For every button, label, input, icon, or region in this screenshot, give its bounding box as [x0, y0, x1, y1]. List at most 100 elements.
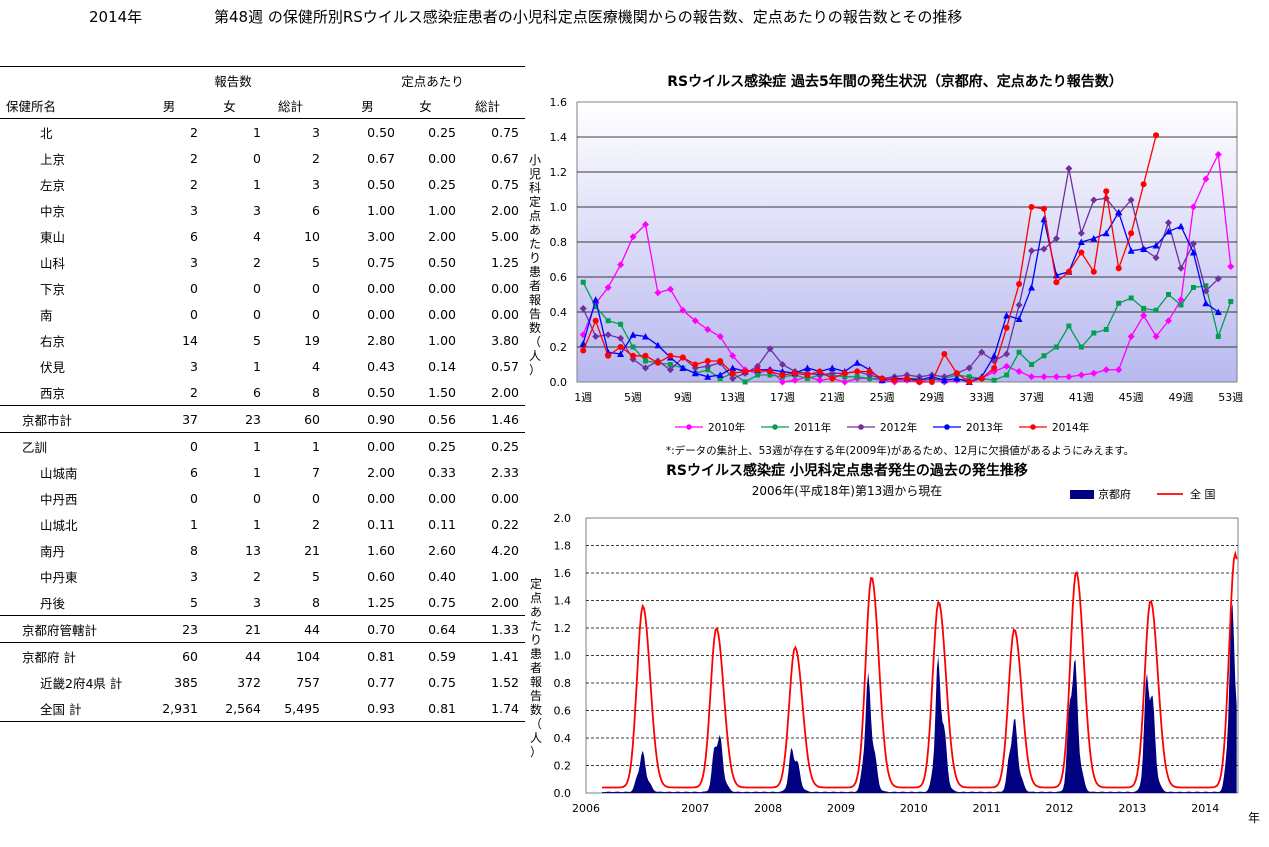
y-axis-label-char: 科: [529, 181, 541, 195]
data-point: [604, 284, 612, 291]
table-row: 丹後 5 3 8 1.25 0.75 2.00: [0, 589, 525, 616]
data-point: [679, 354, 686, 361]
data-point: [579, 305, 587, 312]
data-point: [1028, 204, 1035, 210]
data-point: [1102, 366, 1110, 374]
data-point: [1065, 373, 1073, 381]
cell-pm: 1.25: [367, 594, 395, 610]
group-per-sentinel-header: 定点あたり: [340, 66, 525, 93]
cell-pm: 0.00: [367, 280, 395, 296]
group-reports-header: 報告数: [140, 66, 326, 93]
data-point: [829, 375, 836, 382]
data-point: [854, 368, 861, 375]
y-tick-label: 0.2: [554, 760, 572, 773]
data-point: [791, 376, 799, 384]
data-point: [691, 317, 699, 325]
data-point: [729, 375, 737, 382]
data-point: [1128, 230, 1135, 237]
cell-f: 3: [253, 594, 261, 610]
y-axis-label-char: 患: [530, 647, 542, 661]
data-point: [1004, 372, 1010, 378]
data-point: [1115, 265, 1122, 272]
cell-pt: 0.22: [491, 516, 519, 532]
data-point: [1152, 254, 1160, 262]
data-point: [953, 370, 960, 377]
cell-name: 西京: [40, 385, 66, 401]
y-axis-label-char: た: [530, 619, 542, 633]
cell-pf: 0.00: [428, 490, 456, 506]
table-row: 西京 2 6 8 0.50 1.50 2.00: [0, 379, 525, 406]
data-point: [1165, 317, 1173, 325]
series-area-kyoto: [602, 603, 1237, 793]
data-point: [641, 221, 649, 228]
data-point: [629, 233, 637, 241]
data-point: [1190, 285, 1196, 290]
table-row: 中京 3 3 6 1.00 1.00 2.00: [0, 197, 525, 223]
y-axis-label-char: 人: [529, 349, 541, 363]
data-point: [1053, 279, 1060, 286]
table-group-header: 報告数 定点あたり: [0, 66, 525, 93]
cell-pt: 0.75: [491, 124, 519, 140]
cell-pt: 2.00: [491, 384, 519, 400]
cell-pf: 0.75: [428, 674, 456, 690]
data-point: [716, 333, 724, 340]
cell-f: 1: [253, 124, 261, 140]
data-point: [1040, 373, 1048, 381]
y-tick-label: 1.6: [550, 96, 568, 109]
table-row: 山城北 1 1 2 0.11 0.11 0.22: [0, 511, 525, 537]
y-axis-label-char: 定: [529, 194, 541, 209]
legend-label: 2012年: [880, 421, 917, 434]
y-axis-label-char: （: [530, 717, 542, 731]
legend-marker: [858, 424, 864, 430]
data-point: [1189, 240, 1197, 248]
data-point: [1215, 334, 1221, 339]
y-axis-label-char: 数: [529, 320, 541, 335]
cell-t: 8: [312, 384, 320, 400]
data-point: [816, 376, 824, 384]
cell-pf: 0.50: [428, 254, 456, 270]
table-row: 右京 14 5 19 2.80 1.00 3.80: [0, 327, 525, 353]
x-tick-label: 49週: [1168, 391, 1193, 404]
y-axis-label-char: 告: [529, 307, 541, 321]
cell-f: 1: [253, 176, 261, 192]
col-total-header: 総計: [261, 93, 326, 119]
table-row: 上京 2 0 2 0.67 0.00 0.67: [0, 145, 525, 171]
cell-pm: 1.00: [367, 202, 395, 218]
cell-t: 21: [304, 542, 320, 558]
cell-pm: 0.90: [340, 405, 395, 433]
x-tick-label: 53週: [1218, 391, 1243, 404]
cell-m: 3: [190, 202, 198, 218]
cell-m: 14: [182, 332, 198, 348]
data-point: [717, 376, 723, 381]
x-tick-label: 25週: [870, 391, 895, 404]
data-point: [654, 359, 661, 366]
data-point: [580, 347, 587, 354]
cell-t: 0: [312, 280, 320, 296]
cell-pf: 0.25: [428, 176, 456, 192]
data-point: [1177, 264, 1185, 272]
data-point: [579, 331, 587, 339]
x-tick-label: 33週: [969, 391, 994, 404]
data-point: [1090, 369, 1098, 377]
data-point: [828, 364, 836, 371]
cell-pm: 2.00: [367, 464, 395, 480]
cell-pm: 2.80: [367, 332, 395, 348]
data-point: [1178, 302, 1184, 308]
cell-f: 2: [253, 568, 261, 584]
cell-pt: 1.33: [456, 615, 525, 643]
data-point: [729, 370, 736, 377]
data-point: [965, 364, 973, 372]
cell-pt: 0.57: [491, 358, 519, 374]
cell-f: 4: [253, 228, 261, 244]
data-point: [1052, 235, 1060, 242]
cell-m: 2: [190, 124, 198, 140]
cell-name: 乙訓: [0, 432, 140, 459]
data-point: [1140, 181, 1147, 188]
data-point: [667, 352, 674, 359]
data-point: [704, 362, 712, 370]
data-point: [716, 371, 724, 378]
cell-pm: 1.60: [367, 542, 395, 558]
data-point: [1091, 330, 1097, 336]
cell-pt: 0.00: [491, 490, 519, 506]
data-point: [1140, 245, 1148, 252]
